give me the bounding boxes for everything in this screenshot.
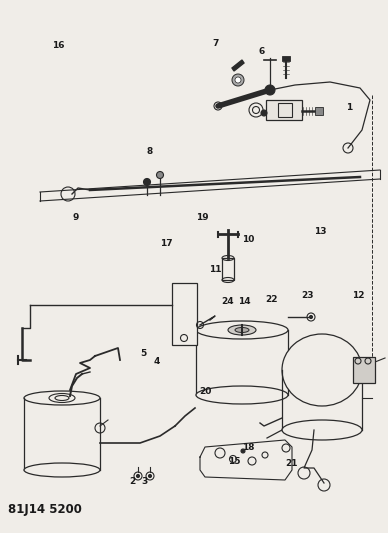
Text: 9: 9 bbox=[73, 214, 79, 222]
Circle shape bbox=[232, 74, 244, 86]
Ellipse shape bbox=[282, 334, 362, 406]
Text: 17: 17 bbox=[160, 239, 172, 248]
Bar bbox=[353, 357, 375, 383]
Circle shape bbox=[137, 474, 140, 478]
Text: 23: 23 bbox=[302, 290, 314, 300]
Ellipse shape bbox=[235, 327, 249, 333]
Bar bbox=[172, 283, 197, 345]
Text: 14: 14 bbox=[238, 297, 250, 306]
Polygon shape bbox=[232, 60, 244, 71]
Ellipse shape bbox=[282, 420, 362, 440]
Text: 16: 16 bbox=[52, 42, 64, 51]
Ellipse shape bbox=[24, 391, 100, 405]
Circle shape bbox=[310, 316, 312, 319]
Ellipse shape bbox=[228, 325, 256, 335]
Text: 19: 19 bbox=[196, 214, 208, 222]
Ellipse shape bbox=[196, 321, 288, 339]
Text: 22: 22 bbox=[266, 295, 278, 304]
Text: 18: 18 bbox=[242, 442, 254, 451]
Text: 13: 13 bbox=[314, 227, 326, 236]
Ellipse shape bbox=[24, 463, 100, 477]
Text: 11: 11 bbox=[209, 265, 221, 274]
Text: 15: 15 bbox=[228, 457, 240, 466]
Text: 2: 2 bbox=[129, 477, 135, 486]
Text: 8: 8 bbox=[147, 148, 153, 157]
Bar bbox=[222, 258, 234, 280]
Bar bbox=[266, 100, 302, 120]
Circle shape bbox=[144, 179, 151, 185]
Text: 5: 5 bbox=[140, 350, 146, 359]
Bar bbox=[282, 56, 290, 61]
Text: 1: 1 bbox=[346, 102, 352, 111]
Text: 7: 7 bbox=[213, 39, 219, 49]
Text: 3: 3 bbox=[141, 477, 147, 486]
Text: 20: 20 bbox=[199, 386, 211, 395]
Text: 24: 24 bbox=[222, 297, 234, 306]
Text: 21: 21 bbox=[286, 459, 298, 469]
Bar bbox=[278, 103, 292, 117]
Circle shape bbox=[149, 474, 151, 478]
Circle shape bbox=[265, 85, 275, 95]
Text: 6: 6 bbox=[259, 47, 265, 56]
Text: 81J14 5200: 81J14 5200 bbox=[8, 504, 82, 516]
Circle shape bbox=[156, 172, 163, 179]
Circle shape bbox=[217, 104, 220, 108]
Circle shape bbox=[241, 449, 245, 453]
Text: 4: 4 bbox=[154, 357, 160, 366]
Text: 10: 10 bbox=[242, 235, 254, 244]
Bar bbox=[315, 107, 323, 115]
Ellipse shape bbox=[196, 386, 288, 404]
Polygon shape bbox=[200, 440, 292, 480]
Circle shape bbox=[235, 77, 241, 83]
Text: 12: 12 bbox=[352, 290, 364, 300]
Circle shape bbox=[261, 110, 267, 116]
